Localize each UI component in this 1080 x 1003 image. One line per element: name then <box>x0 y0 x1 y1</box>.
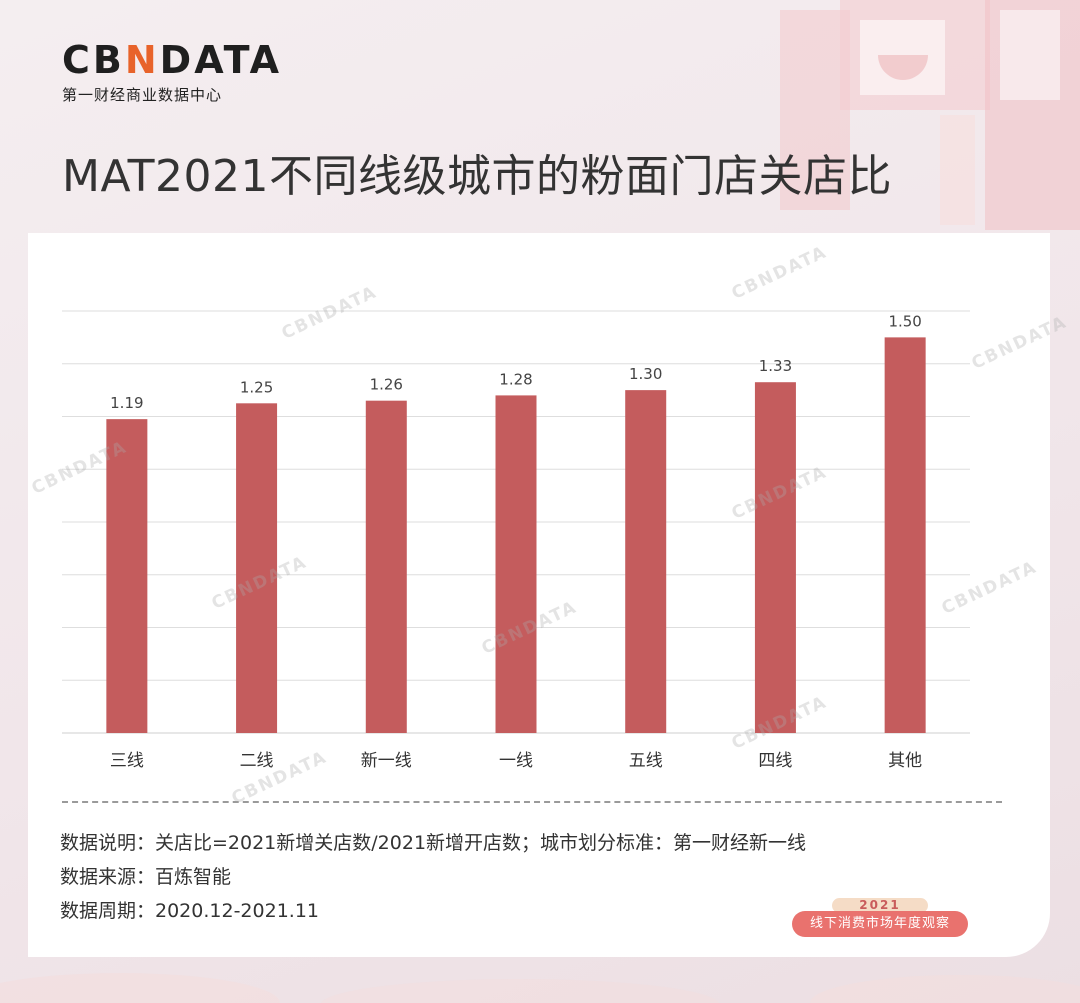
logo-wordmark: CBNDATA <box>62 38 283 82</box>
x-tick-label: 三线 <box>110 751 144 771</box>
x-tick-label: 四线 <box>758 751 792 771</box>
x-tick-label: 其他 <box>888 751 922 771</box>
footnotes: 数据说明：关店比=2021新增关店数/2021新增开店数；城市划分标准：第一财经… <box>60 827 806 929</box>
annual-badge: 2021 线下消费市场年度观察 <box>792 898 968 940</box>
bar <box>625 390 667 733</box>
bar <box>106 419 148 733</box>
data-label: 1.50 <box>888 312 921 330</box>
x-tick-label: 二线 <box>240 751 274 771</box>
data-label: 1.28 <box>499 370 532 388</box>
x-tick-label: 新一线 <box>361 751 412 771</box>
logo-subtitle: 第一财经商业数据中心 <box>62 86 223 104</box>
x-tick-label: 五线 <box>629 751 663 771</box>
bar <box>365 400 407 733</box>
data-label: 1.19 <box>110 394 143 412</box>
cbndata-logo: CBNDATA 第一财经商业数据中心 <box>62 40 282 105</box>
data-period: 数据周期：2020.12-2021.11 <box>60 900 319 922</box>
building-illustration <box>780 0 1080 230</box>
data-explanation: 数据说明：关店比=2021新增关店数/2021新增开店数；城市划分标准：第一财经… <box>60 832 807 854</box>
data-source: 数据来源：百炼智能 <box>60 866 232 888</box>
data-label: 1.26 <box>370 376 403 394</box>
data-label: 1.30 <box>629 365 662 383</box>
bar <box>495 395 537 733</box>
cloud-decoration <box>0 973 1080 1003</box>
bar <box>236 403 278 733</box>
dashed-divider <box>62 801 1002 803</box>
page-title: MAT2021不同线级城市的粉面门店关店比 <box>62 151 892 202</box>
badge-label: 线下消费市场年度观察 <box>792 911 968 937</box>
bar-chart: 1.19 三线 1.25 二线 1.26 新一线 1.28 一线 1.30 五线 1.33 四线 1.5… <box>62 310 970 771</box>
chart-card: 1.19 三线 1.25 二线 1.26 新一线 1.28 一线 1.30 五线 1.33 四线 1.5… <box>28 233 1070 957</box>
data-label: 1.33 <box>759 357 792 375</box>
x-tick-label: 一线 <box>499 751 533 771</box>
badge-year: 2021 <box>832 898 928 913</box>
bar <box>754 382 796 733</box>
bar <box>884 337 926 733</box>
data-label: 1.25 <box>240 378 273 396</box>
